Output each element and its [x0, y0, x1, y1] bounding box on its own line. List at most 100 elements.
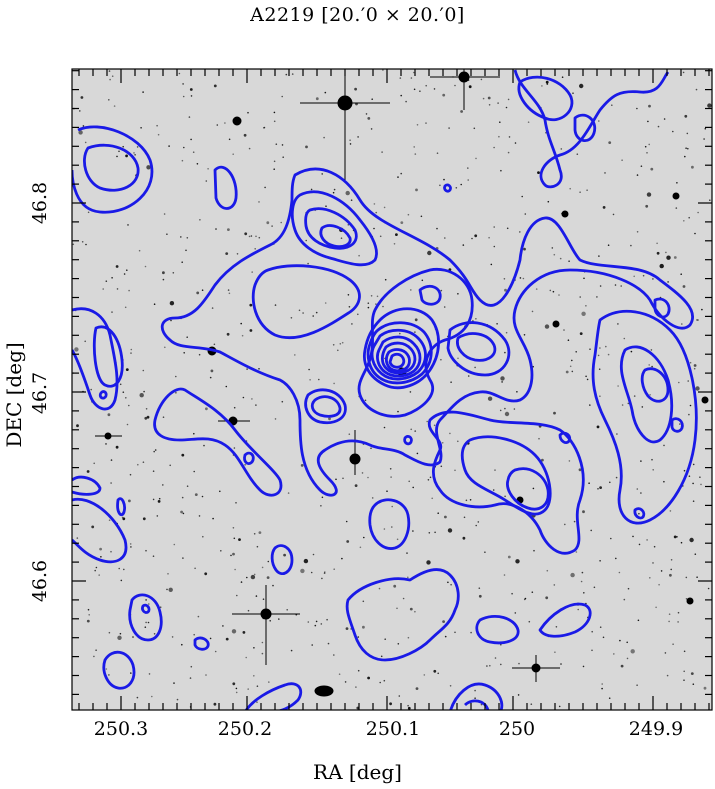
star-point [442, 93, 446, 97]
star-point [549, 289, 552, 292]
star-point [599, 395, 601, 398]
star-point [291, 73, 294, 75]
star-point [310, 188, 313, 191]
star-point [586, 378, 589, 381]
star-point [373, 203, 376, 205]
star-point [133, 152, 135, 154]
star-point [409, 607, 413, 611]
star-point [253, 647, 255, 649]
star-point [684, 155, 686, 158]
star-point [321, 496, 324, 499]
star-point [231, 629, 237, 634]
x-axis-label: RA [deg] [313, 760, 402, 784]
star-point [173, 543, 176, 546]
star-point [202, 535, 204, 538]
star-point [663, 480, 665, 483]
star-point [214, 650, 217, 653]
star-point [283, 553, 286, 557]
star-point [88, 614, 90, 616]
star-point [379, 235, 382, 238]
star-point [575, 551, 578, 553]
star-point [98, 574, 100, 576]
star-point [632, 535, 634, 538]
star-point [636, 684, 638, 686]
star-point [506, 227, 509, 230]
star-point [462, 536, 466, 540]
star-point [617, 385, 619, 387]
star-point [111, 75, 114, 77]
star-point [507, 151, 510, 154]
star-point [633, 395, 636, 397]
star-point [367, 117, 371, 120]
star-point [232, 527, 235, 529]
contour-line [83, 143, 140, 192]
contour-line [376, 335, 422, 378]
star-point [467, 167, 469, 169]
star-point [152, 498, 155, 501]
star-point [361, 472, 364, 474]
star-point [162, 416, 165, 419]
star-point [449, 685, 452, 687]
star-point [538, 437, 540, 440]
contour-line [153, 387, 283, 497]
star-point [130, 348, 133, 351]
star-point [315, 97, 319, 101]
star-point [205, 180, 208, 182]
star-point [207, 168, 209, 170]
star-point [332, 191, 335, 194]
star-point [521, 195, 523, 198]
star-point [151, 695, 153, 698]
star-point [414, 610, 416, 613]
star-point [371, 497, 374, 499]
star-point [569, 365, 572, 368]
star-point [393, 584, 397, 588]
star-point [189, 677, 192, 679]
star-point [108, 519, 111, 521]
star-point [685, 598, 688, 600]
star-point [397, 410, 399, 413]
star-point [213, 84, 217, 88]
star-point [508, 136, 511, 138]
star-point [692, 500, 695, 503]
star-point [307, 262, 309, 265]
star-point [181, 643, 183, 646]
star-point [692, 482, 694, 485]
star-point [582, 665, 585, 668]
star-point [677, 621, 679, 623]
x-tick-label: 250.3 [93, 718, 149, 740]
star-point [375, 303, 377, 305]
star-point [494, 657, 497, 659]
star-point [193, 633, 195, 636]
star-point [145, 621, 147, 624]
star-point [669, 510, 672, 512]
star-point [482, 97, 485, 100]
star-point [204, 572, 208, 576]
star-point [251, 398, 253, 400]
star-point [541, 85, 543, 87]
star-point [290, 317, 293, 319]
star-point [171, 636, 174, 638]
star-point [682, 71, 685, 74]
star-point [553, 253, 556, 256]
star-point [416, 124, 419, 126]
star-point [232, 552, 235, 556]
contour-line [368, 498, 411, 550]
star-point [621, 404, 624, 406]
star-point [364, 399, 367, 402]
star-point [163, 213, 166, 215]
star-point [605, 345, 607, 348]
star-point [391, 505, 394, 508]
star-point [444, 237, 446, 239]
star-point [326, 618, 328, 621]
star-point [144, 265, 147, 268]
star-point [232, 153, 234, 155]
star-point [413, 88, 416, 91]
star-point [627, 402, 630, 405]
star-point [198, 353, 201, 356]
star-point [457, 440, 459, 443]
star-point [323, 136, 325, 139]
star-point [134, 154, 136, 156]
star-point [442, 620, 445, 623]
star-point [700, 483, 702, 486]
